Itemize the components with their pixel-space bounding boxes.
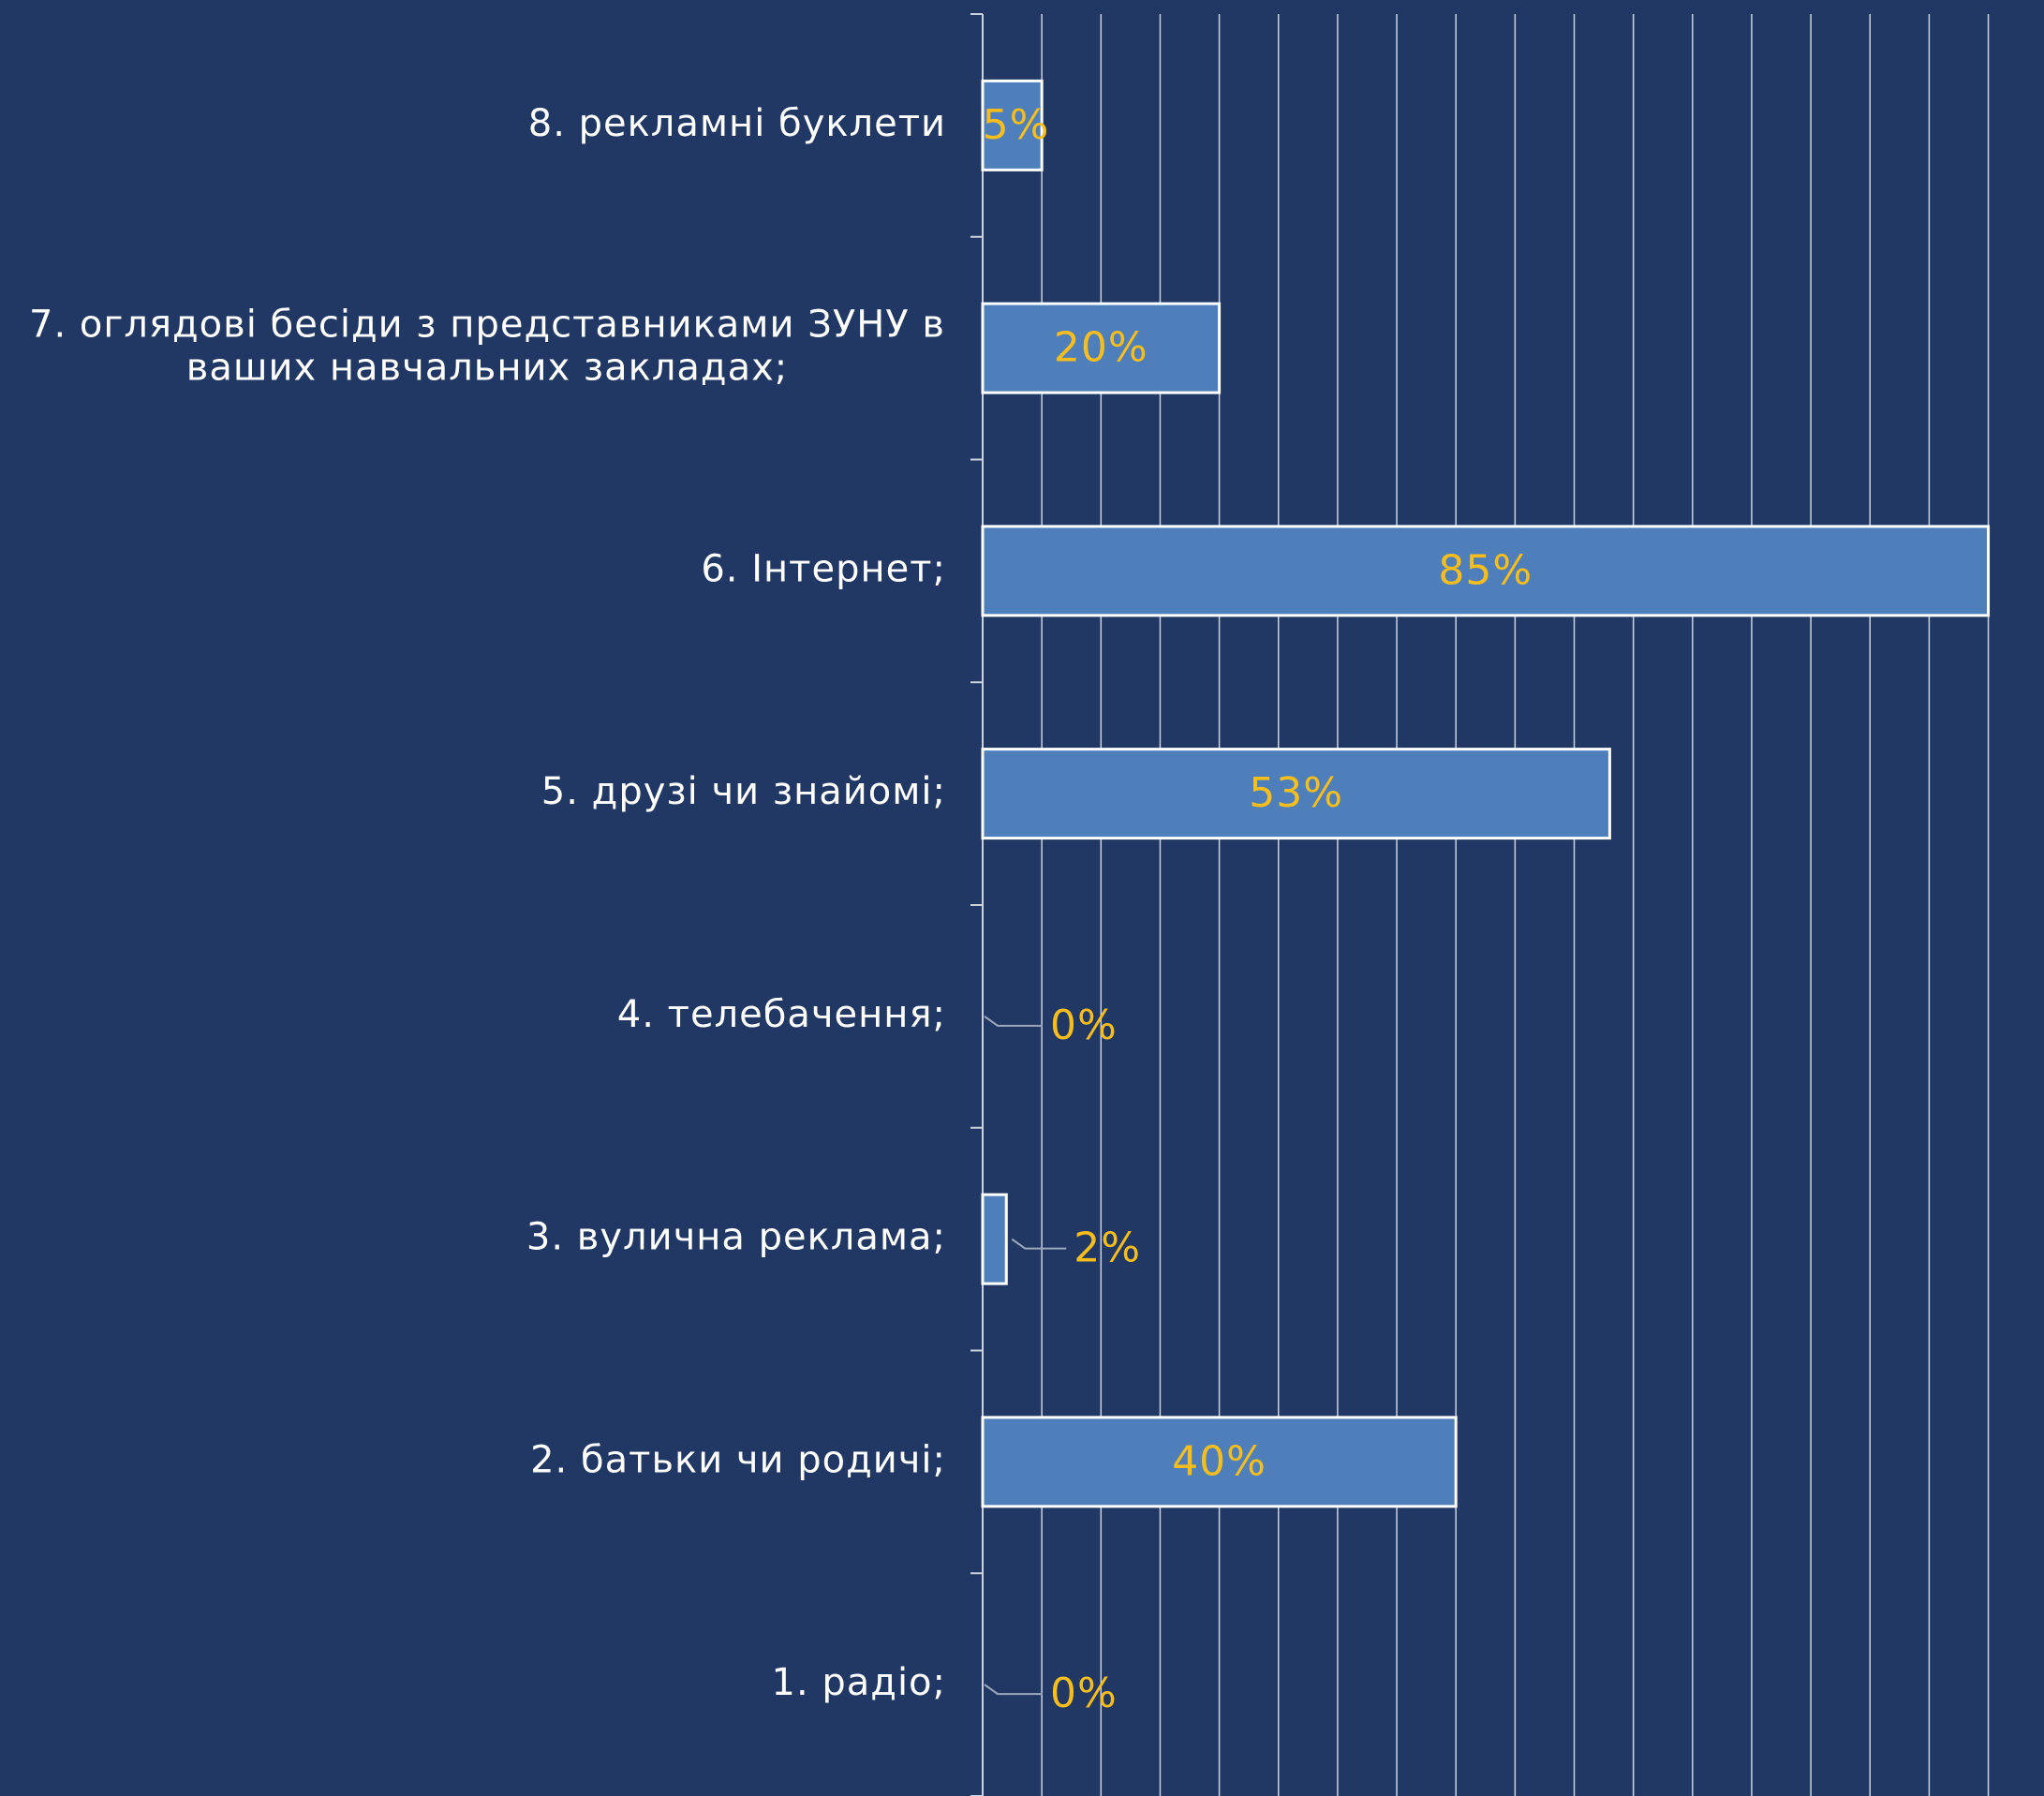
- category-labels: 8. рекламні буклети 7. оглядові бесіди з …: [29, 102, 947, 1704]
- y-axis: [970, 13, 984, 1796]
- bar: [981, 1193, 1008, 1285]
- value-label: 85%: [1438, 546, 1533, 594]
- value-label-leader: [1011, 1238, 1067, 1250]
- category-label: 2. батьки чи родичі;: [530, 1438, 946, 1481]
- value-label: 5%: [983, 101, 1050, 149]
- bar: [981, 302, 1222, 394]
- value-labels: 5% 20% 85% 53% 0% 2% 40% 0%: [983, 101, 1533, 1717]
- bars: [981, 79, 1991, 1508]
- category-label: 4. телебачення;: [617, 993, 946, 1036]
- value-label: 2%: [1074, 1225, 1141, 1272]
- value-label: 20%: [1054, 324, 1148, 372]
- bar: [981, 1416, 1458, 1508]
- category-label: 5. друзі чи знайомі;: [541, 770, 946, 813]
- bar: [981, 525, 1991, 617]
- value-label-leader: [984, 1684, 1043, 1696]
- category-label: 8. рекламні буклети: [528, 102, 946, 145]
- value-label-leader: [984, 1016, 1043, 1027]
- bar: [981, 748, 1611, 840]
- grid-lines: [1041, 14, 1990, 1796]
- value-label: 40%: [1172, 1437, 1266, 1485]
- value-label: 0%: [1050, 1670, 1118, 1717]
- value-label: 53%: [1249, 769, 1343, 817]
- value-label: 0%: [1050, 1002, 1118, 1049]
- category-label: 1. радіо;: [772, 1661, 947, 1704]
- category-label: 6. Інтернет;: [701, 547, 946, 590]
- category-label: 7. оглядові бесіди з представниками ЗУНУ…: [29, 304, 945, 390]
- bar: [981, 79, 1044, 171]
- category-label: 3. вулична реклама;: [526, 1216, 946, 1259]
